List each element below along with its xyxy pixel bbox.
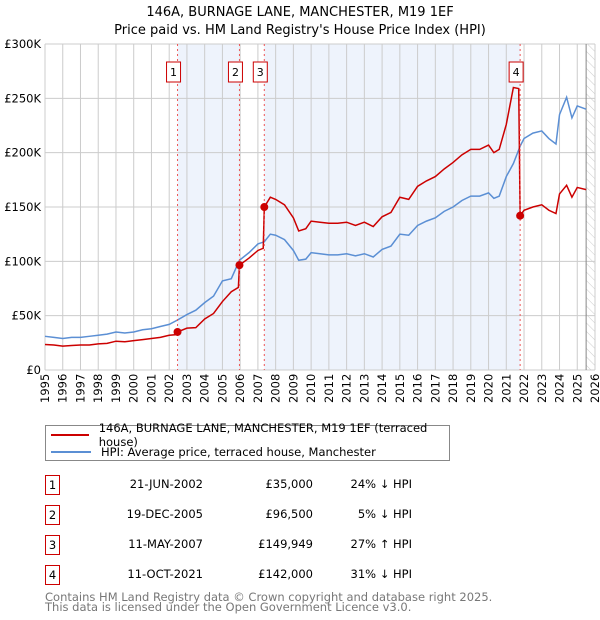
y-tick-label: £100K [4, 254, 41, 268]
y-tick-label: £150K [4, 200, 41, 214]
legend-item-hpi: HPI: Average price, terraced house, Manc… [51, 444, 376, 460]
sale-price: £142,000 [258, 567, 313, 581]
x-tick-label: 2017 [428, 374, 442, 403]
hpi-diff: 31% ↓ HPI [350, 567, 412, 581]
sale-marker-label: 1 [170, 66, 177, 79]
x-tick-label: 2016 [411, 374, 425, 403]
x-tick-label: 2025 [570, 374, 584, 403]
x-tick-label: 2004 [198, 374, 212, 403]
sale-marker-box [252, 61, 268, 83]
y-tick-label: £200K [4, 146, 41, 160]
legend-item-property: 146A, BURNAGE LANE, MANCHESTER, M19 1EF … [51, 421, 449, 449]
y-tick-label: £250K [4, 91, 41, 105]
table-row: 1 21-JUN-2002 £35,000 24% ↓ HPI [45, 475, 600, 495]
x-tick-label: 2011 [322, 374, 336, 403]
sale-point [260, 203, 269, 212]
x-tick-label: 2005 [215, 374, 229, 403]
hpi-diff: 24% ↓ HPI [350, 477, 412, 491]
x-tick-label: 1995 [38, 374, 52, 403]
x-tick-label: 1999 [109, 374, 123, 403]
sale-marker-label: 2 [232, 66, 239, 79]
x-tick-label: 2012 [340, 374, 354, 403]
x-tick-label: 2022 [517, 374, 531, 403]
x-tick-label: 2008 [269, 374, 283, 403]
sale-marker-box [227, 61, 243, 83]
x-tick-label: 2006 [233, 374, 247, 403]
x-tick-label: 1998 [91, 374, 105, 403]
sale-marker: 2 [45, 505, 60, 525]
sale-price: £35,000 [265, 477, 313, 491]
x-tick-label: 2000 [127, 374, 141, 403]
sale-point [516, 211, 525, 220]
table-row: 4 11-OCT-2021 £142,000 31% ↓ HPI [45, 565, 600, 585]
sale-marker-label: 3 [257, 66, 264, 79]
footer-licence: This data is licensed under the Open Gov… [45, 600, 412, 614]
sale-date: 19-DEC-2005 [126, 507, 203, 521]
table-row: 2 19-DEC-2005 £96,500 5% ↓ HPI [45, 505, 600, 525]
x-tick-label: 2020 [482, 374, 496, 403]
x-tick-label: 2009 [286, 374, 300, 403]
legend-label: HPI: Average price, terraced house, Manc… [101, 445, 376, 459]
chart-subtitle: Price paid vs. HM Land Registry's House … [114, 23, 486, 38]
sale-point [173, 327, 182, 336]
property-price-line [44, 86, 587, 347]
x-tick-label: 2024 [553, 374, 567, 403]
hpi-diff: 5% ↓ HPI [357, 507, 412, 521]
x-tick-label: 1997 [73, 374, 87, 403]
x-tick-label: 2023 [535, 374, 549, 403]
x-tick-label: 2007 [251, 374, 265, 403]
chart-title: 146A, BURNAGE LANE, MANCHESTER, M19 1EF [146, 5, 454, 20]
x-tick-label: 2014 [375, 374, 389, 403]
legend-swatch-hpi [51, 451, 91, 453]
sale-marker: 1 [45, 475, 60, 495]
legend-swatch-property [51, 434, 89, 436]
sale-marker: 4 [45, 565, 60, 585]
x-tick-label: 2001 [144, 374, 158, 403]
sale-date: 11-MAY-2007 [128, 537, 203, 551]
y-tick-label: £300K [4, 37, 41, 51]
legend: 146A, BURNAGE LANE, MANCHESTER, M19 1EF … [45, 421, 450, 461]
x-tick-label: 2021 [499, 374, 513, 403]
hpi-diff: 27% ↑ HPI [350, 537, 412, 551]
y-tick-label: £50K [12, 309, 42, 323]
legend-label: 146A, BURNAGE LANE, MANCHESTER, M19 1EF … [98, 421, 428, 449]
x-tick-label: 1996 [56, 374, 70, 403]
sale-marker-box [508, 61, 524, 83]
x-tick-label: 2010 [304, 374, 318, 403]
hpi-line [44, 94, 587, 340]
footer-copyright: Contains HM Land Registry data © Crown c… [45, 590, 493, 604]
x-tick-label: 2018 [446, 374, 460, 403]
x-tick-label: 2013 [357, 374, 371, 403]
sale-date: 21-JUN-2002 [129, 477, 203, 491]
sale-date: 11-OCT-2021 [127, 567, 203, 581]
sale-marker-label: 4 [513, 66, 520, 79]
x-tick-label: 2019 [464, 374, 478, 403]
sale-price: £149,949 [258, 537, 313, 551]
sale-point [235, 261, 244, 270]
sale-marker-box [166, 61, 182, 83]
sale-price: £96,500 [265, 507, 313, 521]
x-tick-label: 2002 [162, 374, 176, 403]
x-tick-label: 2026 [588, 374, 600, 403]
price-chart: 1995 1996 1997 1998 1999 2000 2001 2002 2003 2004… [4, 37, 600, 403]
sale-marker: 3 [45, 535, 60, 555]
table-row: 3 11-MAY-2007 £149,949 27% ↑ HPI [45, 535, 600, 555]
x-tick-label: 2015 [393, 374, 407, 403]
y-tick-label: £0 [26, 363, 41, 377]
x-tick-label: 2003 [180, 374, 194, 403]
